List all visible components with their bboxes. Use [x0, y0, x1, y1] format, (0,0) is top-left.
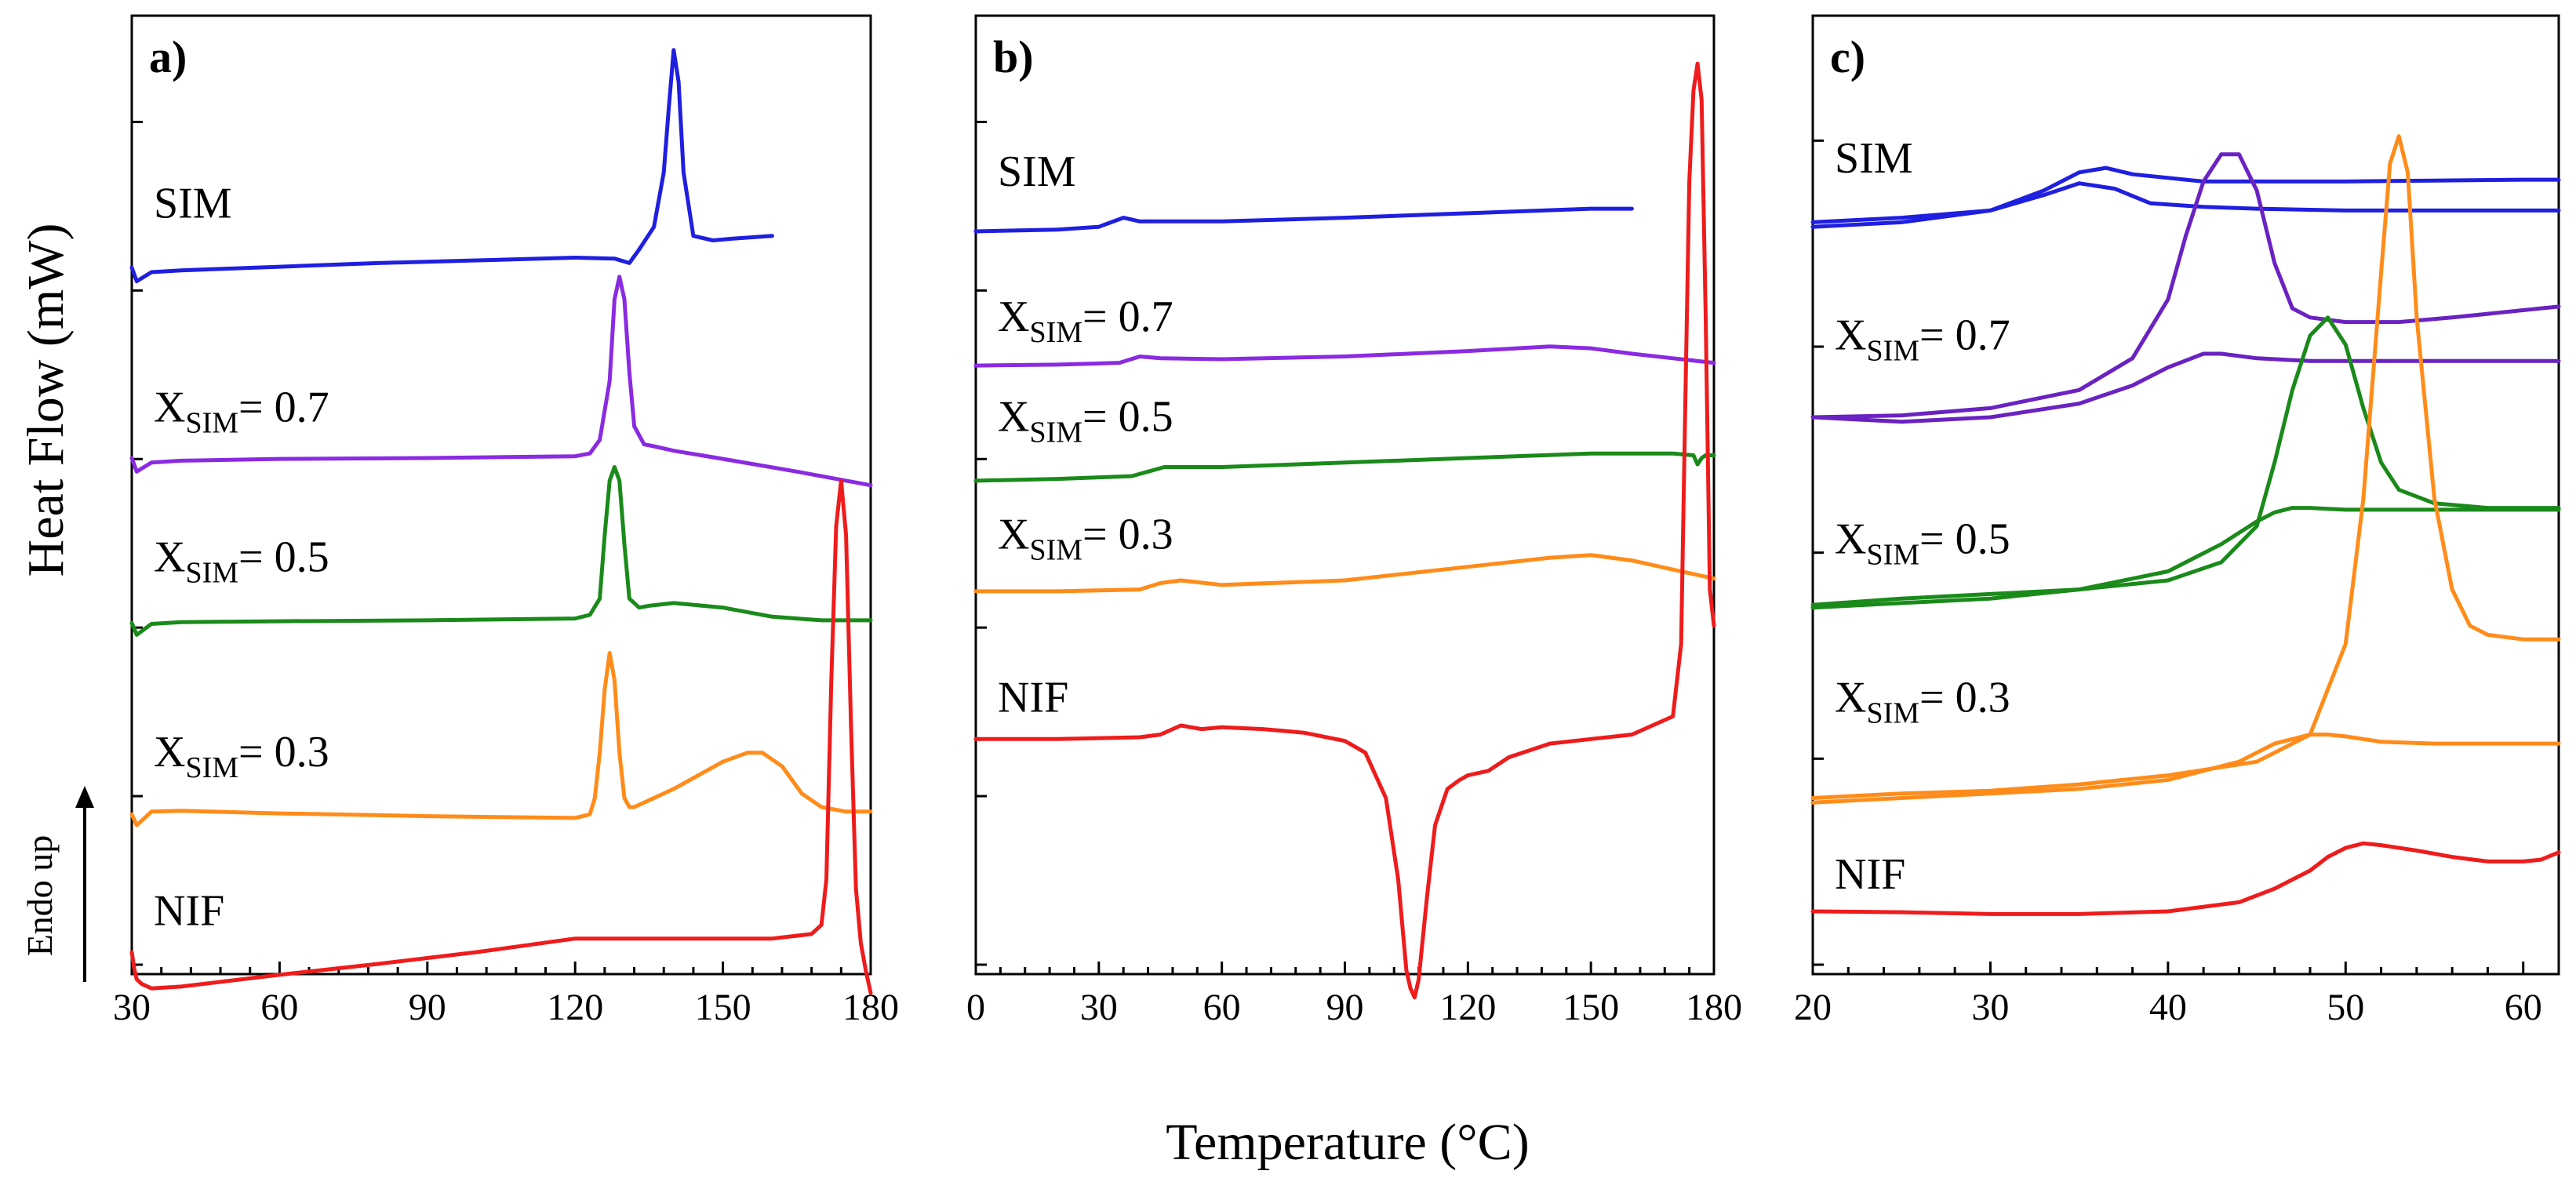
trace-x-sim-0-5 — [129, 465, 873, 637]
trace-sim — [973, 206, 1634, 234]
series-label-sim: SIM — [998, 147, 1076, 196]
series-label-sim: SIM — [1835, 134, 1913, 183]
panel-b: 0 30 60 90 120 150 180 b) SIM XSIM= 0.7 XSIM= 0.5 X… — [966, 14, 1742, 1028]
series-label-x-sim-0-7: XSIM= 0.7 — [998, 293, 1173, 349]
x-tick-label: 40 — [2149, 987, 2187, 1028]
x-tick-label: 60 — [260, 987, 298, 1028]
plot-frame — [974, 14, 1716, 976]
trace-x-sim-0-7 — [973, 344, 1716, 368]
panel-label: b) — [993, 31, 1034, 82]
y-axis-label: Heat Flow (mW) — [17, 224, 75, 577]
trace-x-sim-0-3 — [1810, 134, 2561, 800]
x-tick-label: 30 — [113, 987, 151, 1028]
trace-sim-second — [1810, 165, 2561, 229]
trace-x-sim-0-5 — [973, 451, 1716, 483]
series-label-x-sim-0-3: XSIM= 0.3 — [154, 728, 329, 784]
x-tick-label: 180 — [1686, 987, 1742, 1028]
x-tick-label: 20 — [1794, 987, 1832, 1028]
x-tick-label: 120 — [547, 987, 603, 1028]
trace-nif — [129, 478, 873, 995]
series-label-nif: NIF — [998, 674, 1068, 722]
x-tick-label: 120 — [1439, 987, 1496, 1028]
trace-x-sim-0-7 — [1810, 152, 2561, 420]
trace-x-sim-0-3-second — [1810, 733, 2561, 805]
x-axis-label: Temperature (°C) — [1166, 1114, 1529, 1171]
panel-c: 20 30 40 50 60 c) SIM XSIM= 0.7 XSIM= 0.5 XSIM= 0… — [1794, 14, 2561, 1028]
x-tick-label: 50 — [2327, 987, 2364, 1028]
x-tick-label: 150 — [1563, 987, 1619, 1028]
trace-x-sim-0-5-second — [1810, 506, 2561, 610]
series-label-x-sim-0-5: XSIM= 0.5 — [998, 392, 1173, 449]
trace-x-sim-0-3 — [973, 553, 1716, 594]
series-label-x-sim-0-5: XSIM= 0.5 — [154, 533, 329, 589]
x-tick-label: 30 — [1971, 987, 2009, 1028]
x-tick-label: 90 — [409, 987, 446, 1028]
trace-x-sim-0-7-second — [1810, 351, 2561, 424]
x-tick-label: 150 — [695, 987, 751, 1028]
x-tick-label: 90 — [1326, 987, 1364, 1028]
plot-frame — [130, 14, 872, 976]
series-label-x-sim-0-3: XSIM= 0.3 — [998, 511, 1173, 567]
x-tick-label: 60 — [2505, 987, 2542, 1028]
series-label-x-sim-0-5: XSIM= 0.5 — [1835, 515, 2010, 571]
trace-x-sim-0-7 — [129, 275, 873, 488]
endo-arrow-head — [75, 786, 94, 808]
trace-nif — [973, 61, 1716, 1000]
panel-label: a) — [149, 31, 187, 82]
trace-sim — [129, 48, 774, 284]
series-label-nif: NIF — [1835, 850, 1905, 899]
series-label-x-sim-0-3: XSIM= 0.3 — [1835, 674, 2010, 730]
series-label-sim: SIM — [154, 180, 232, 228]
x-tick-label: 0 — [966, 987, 985, 1028]
trace-sim — [1810, 181, 2561, 224]
series-label-x-sim-0-7: XSIM= 0.7 — [1835, 311, 2010, 367]
trace-x-sim-0-3 — [129, 651, 873, 827]
x-tick-label: 60 — [1203, 987, 1241, 1028]
panel-label: c) — [1830, 31, 1865, 82]
series-label-x-sim-0-7: XSIM= 0.7 — [154, 384, 329, 440]
x-tick-label: 30 — [1080, 987, 1118, 1028]
trace-nif — [1810, 841, 2561, 916]
series-label-nif: NIF — [154, 886, 224, 935]
endo-up-label: Endo up — [20, 835, 60, 957]
plot-frame — [1811, 14, 2560, 976]
